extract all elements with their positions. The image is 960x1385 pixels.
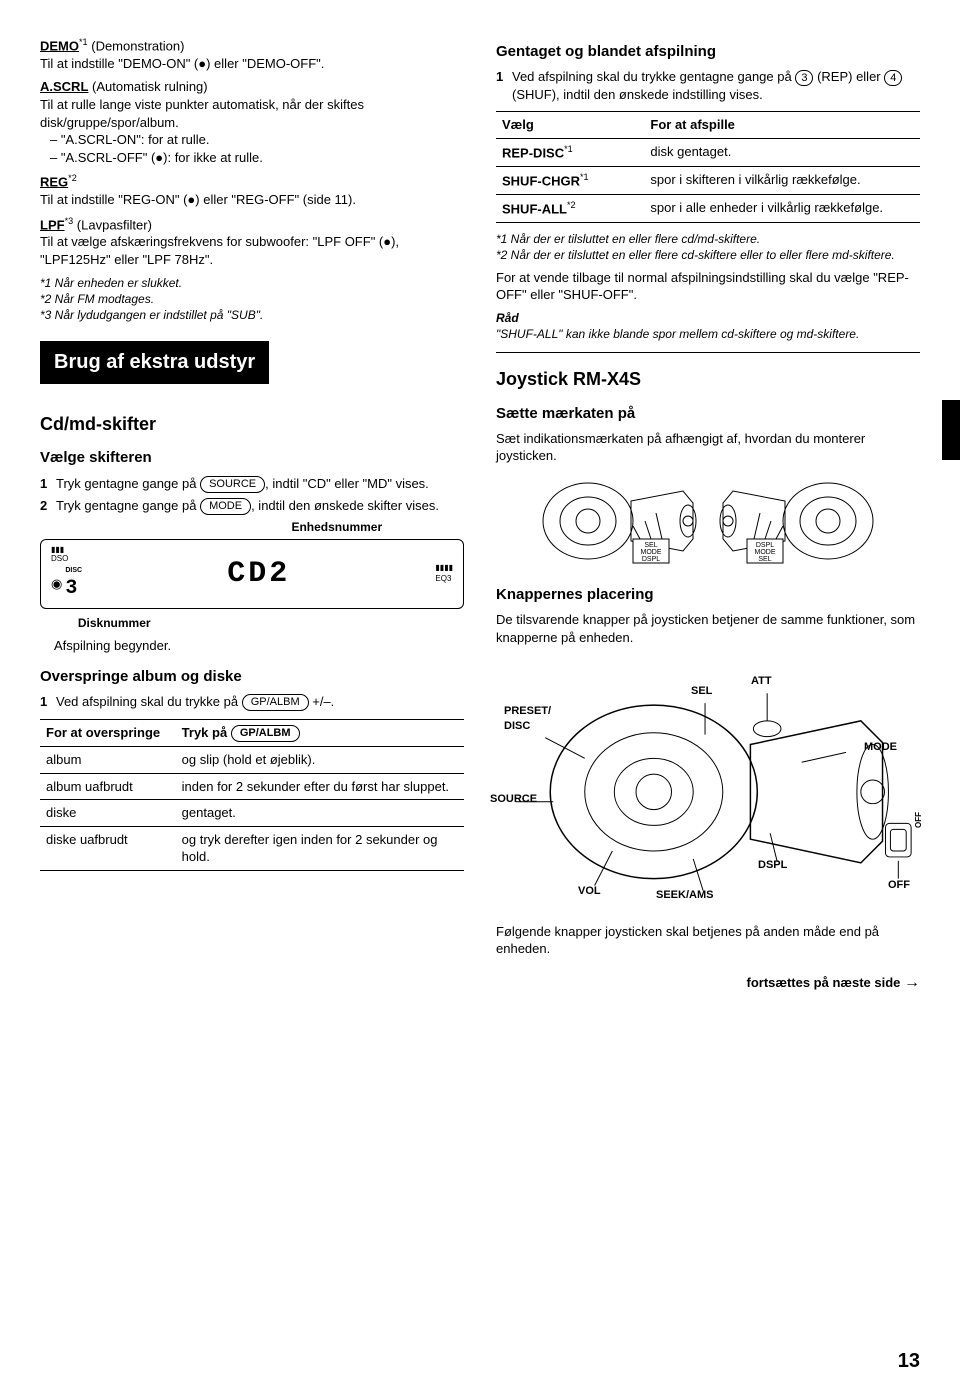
svg-text:MODE: MODE	[755, 549, 776, 556]
skip-th1: For at overspringe	[40, 720, 176, 747]
heading-mark: Sætte mærkaten på	[496, 404, 920, 424]
ascrl-block: A.SCRL (Automatisk rulning) Til at rulle…	[40, 78, 464, 166]
r-footnote-1: *1 Når der er tilsluttet en eller flere …	[496, 231, 920, 247]
raad: Råd "SHUF-ALL" kan ikke blande spor mell…	[496, 310, 920, 342]
reg-block: REG*2 Til at indstille "REG-ON" (●) elle…	[40, 172, 464, 208]
repeat-step-1: 1 Ved afspilning skal du trykke gentagne…	[496, 68, 920, 103]
section-bar: Brug af ekstra udstyr	[40, 341, 269, 384]
key-4: 4	[884, 70, 902, 86]
page-number: 13	[898, 1348, 920, 1375]
disc-icon: ◉	[51, 575, 62, 593]
svg-text:MODE: MODE	[641, 549, 662, 556]
lcd-disc-num: 3	[65, 575, 82, 602]
footnote-1: *1 Når enheden er slukket.	[40, 275, 464, 291]
knap-text: De tilsvarende knapper på joysticken bet…	[496, 611, 920, 646]
label-mode: MODE	[864, 740, 897, 755]
mark-text: Sæt indikationsmærkaten på afhængigt af,…	[496, 430, 920, 465]
svg-text:SEL: SEL	[758, 556, 771, 563]
source-button: SOURCE	[200, 476, 265, 493]
skip-table: For at overspringe Tryk på GP/ALBM album…	[40, 719, 464, 871]
skip-step-1: 1 Ved afspilning skal du trykke på GP/AL…	[40, 693, 464, 711]
key-3: 3	[795, 70, 813, 86]
demo-block: DEMO*1 (Demonstration) Til at indstille …	[40, 36, 464, 72]
heading-repeat: Gentaget og blandet afspilning	[496, 42, 920, 62]
joystick-large-diagram: ATT SEL PRESET/ DISC MODE SOURCE DSPL VO…	[496, 652, 920, 917]
caption-disk: Disknummer	[40, 615, 188, 631]
gpalbm-button: GP/ALBM	[242, 694, 309, 711]
step-1: 1 Tryk gentagne gange på SOURCE, indtil …	[40, 475, 464, 493]
return-text: For at vende tilbage til normal afspilni…	[496, 269, 920, 304]
lpf-term: LPF	[40, 217, 65, 232]
footnote-3: *3 Når lydudgangen er indstillet på "SUB…	[40, 307, 464, 323]
continued: fortsættes på næste side →	[496, 972, 920, 994]
label-seek: SEEK/AMS	[656, 888, 713, 903]
repeat-table: Vælg For at afspille REP-DISC*1 disk gen…	[496, 111, 920, 222]
label-dspl: DSPL	[758, 858, 787, 873]
label-source: SOURCE	[490, 792, 537, 807]
side-tab	[942, 400, 960, 460]
rep-th2: For at afspille	[644, 112, 920, 139]
lcd-display: ▮▮▮DSO ◉ DISC 3 CD2 ▮▮▮▮EQ3	[40, 539, 464, 609]
joystick-small-right: DSPL MODE SEL	[713, 471, 883, 571]
heading-cdmd: Cd/md-skifter	[40, 412, 464, 436]
step-2: 2 Tryk gentagne gange på MODE, indtil de…	[40, 497, 464, 515]
demo-term: DEMO	[40, 38, 79, 53]
svg-text:DSPL: DSPL	[642, 556, 660, 563]
caption-unit: Enhedsnummer	[210, 519, 464, 535]
heading-skip: Overspringe album og diske	[40, 667, 464, 687]
ascrl-term: A.SCRL	[40, 79, 88, 94]
label-vol: VOL	[578, 884, 601, 899]
skip-th2: Tryk på GP/ALBM	[176, 720, 464, 747]
begin-text: Afspilning begynder.	[54, 637, 464, 655]
heading-joystick: Joystick RM-X4S	[496, 367, 920, 391]
joystick-small-left: SEL MODE DSPL	[533, 471, 703, 571]
heading-knap: Knappernes placering	[496, 585, 920, 605]
lcd-dso-icon: ▮▮▮DSO	[51, 546, 82, 564]
label-off-vert: OFF	[914, 812, 925, 828]
lcd-eq-icon: ▮▮▮▮EQ3	[435, 563, 453, 585]
joy-foot: Følgende knapper joysticken skal betjene…	[496, 923, 920, 958]
lpf-block: LPF*3 (Lavpasfilter) Til at vælge afskær…	[40, 215, 464, 269]
rep-th1: Vælg	[496, 112, 644, 139]
label-sel: SEL	[691, 684, 712, 699]
label-att: ATT	[751, 674, 772, 689]
mode-button: MODE	[200, 498, 251, 515]
footnote-2: *2 Når FM modtages.	[40, 291, 464, 307]
lcd-main: CD2	[92, 554, 425, 595]
r-footnote-2: *2 Når der er tilsluttet en eller flere …	[496, 247, 920, 263]
arrow-right-icon: →	[904, 974, 920, 991]
heading-vaelge: Vælge skifteren	[40, 448, 464, 468]
label-preset: PRESET/ DISC	[504, 704, 551, 734]
joystick-pair: SEL MODE DSPL DSPL MODE SEL	[496, 471, 920, 571]
reg-term: REG	[40, 174, 68, 189]
svg-text:DSPL: DSPL	[756, 542, 774, 549]
label-off: OFF	[888, 878, 910, 893]
svg-text:SEL: SEL	[644, 542, 657, 549]
